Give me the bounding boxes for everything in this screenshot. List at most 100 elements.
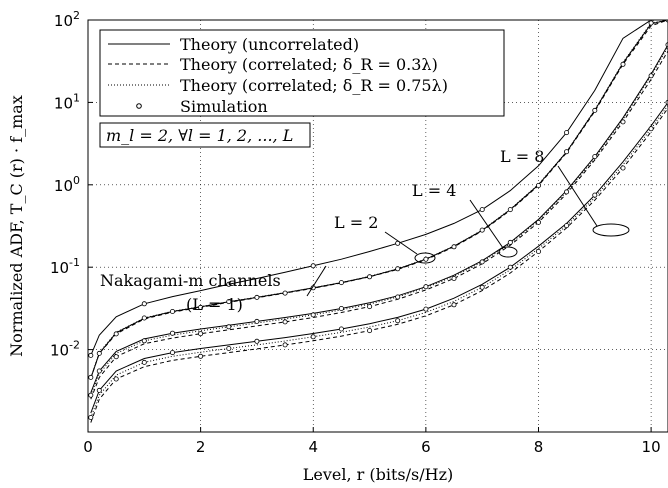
sim-point-8-5: [198, 353, 204, 359]
legend-entry-0: Theory (uncorrelated): [180, 35, 359, 54]
sim-point-8-17: [536, 248, 542, 254]
series-L=8-dashed: [90, 107, 668, 423]
x-tick-1: 2: [196, 438, 206, 456]
y-tick-3: 101: [54, 91, 80, 112]
sim-point-7-13: [423, 306, 429, 312]
sim-point-7-1: [96, 387, 102, 393]
sim-point-1-16: [507, 207, 513, 213]
sim-point-1-4: [169, 308, 175, 314]
annotation-l1: (L = 1): [186, 295, 243, 314]
x-tick-4: 8: [534, 438, 544, 456]
sim-point-0-0: [88, 352, 94, 358]
x-tick-3: 6: [421, 438, 431, 456]
sim-point-2-8: [282, 290, 288, 296]
sim-point-2-5: [198, 304, 204, 310]
sim-point-4-10: [338, 305, 344, 311]
sim-point-4-22: [665, 42, 668, 48]
legend: Theory (uncorrelated) Theory (correlated…: [99, 29, 505, 117]
sim-point-5-14: [451, 275, 457, 281]
sim-point-1-1: [96, 350, 102, 356]
sim-point-4-1: [96, 368, 102, 374]
sim-point-2-2: [113, 331, 119, 337]
plot-frame: [87, 19, 668, 433]
series-L=2-dashed: [90, 20, 668, 379]
series-L=1-solid: [90, 20, 668, 356]
sim-point-0-6: [226, 281, 232, 287]
sim-point-8-2: [113, 376, 119, 382]
ellipse-l2: [414, 252, 436, 264]
annotation-l8: L = 8: [500, 147, 544, 166]
parameter-text: m_l = 2, ∀l = 1, 2, ..., L: [106, 126, 293, 145]
y-tick-1: 10-1: [50, 256, 80, 277]
sim-point-4-4: [169, 330, 175, 336]
ellipse-l8: [592, 223, 630, 237]
sim-point-5-11: [367, 304, 373, 310]
sim-point-5-20: [620, 119, 626, 125]
sim-point-8-14: [451, 302, 457, 308]
x-tick-labels: 0 2 4 6 8 10: [83, 427, 661, 456]
sim-point-6-3: [141, 338, 147, 344]
sim-point-1-10: [338, 280, 344, 286]
sim-point-2-20: [620, 61, 626, 67]
sim-point-8-8: [282, 342, 288, 348]
sim-point-6-15: [479, 259, 485, 265]
sim-point-4-19: [592, 154, 598, 160]
y-axis-label: Normalized ADF, T_C (r) · f_max: [7, 95, 26, 357]
leader-l8: [557, 165, 598, 227]
sim-point-3-15: [479, 227, 485, 233]
sim-point-0-3: [141, 301, 147, 307]
sim-point-4-7: [254, 318, 260, 324]
sim-point-1-7: [254, 294, 260, 300]
sim-point-9-18: [564, 223, 570, 229]
sim-point-3-3: [141, 315, 147, 321]
sim-point-3-21: [648, 20, 654, 26]
sim-point-9-6: [226, 345, 232, 351]
parameter-box: m_l = 2, ∀l = 1, 2, ..., L: [99, 122, 311, 148]
legend-entry-3: Simulation: [180, 97, 268, 116]
series-L=4-solid: [90, 44, 668, 393]
sim-point-7-4: [169, 350, 175, 356]
sim-point-4-16: [507, 239, 513, 245]
sim-point-9-12: [395, 318, 401, 324]
annotation-l4: L = 4: [412, 181, 456, 200]
sim-point-9-0: [88, 414, 94, 420]
sim-point-7-16: [507, 264, 513, 270]
sim-point-3-12: [395, 266, 401, 272]
sim-point-8-20: [620, 165, 626, 171]
sim-point-2-14: [451, 244, 457, 250]
sim-point-1-13: [423, 256, 429, 262]
simulation-markers: [88, 20, 668, 420]
sim-point-8-11: [367, 328, 373, 334]
sim-point-7-10: [338, 326, 344, 332]
legend-entry-2: Theory (correlated; δ_R = 0.75λ): [180, 76, 448, 95]
leader-l4: [469, 199, 504, 249]
sim-point-1-19: [592, 107, 598, 113]
leader-l2: [384, 231, 418, 255]
sim-point-9-15: [479, 284, 485, 290]
sim-point-7-22: [665, 99, 668, 105]
sim-point-9-21: [648, 126, 654, 132]
sim-point-1-22: [665, 20, 668, 23]
sim-point-2-11: [367, 274, 373, 280]
series-L=8-solid: [90, 102, 668, 414]
legend-swatch-marker: [136, 103, 142, 109]
sim-point-6-9: [310, 312, 316, 318]
sim-point-6-21: [648, 73, 654, 79]
sim-point-6-12: [395, 294, 401, 300]
sim-point-3-0: [88, 374, 94, 380]
x-tick-2: 4: [308, 438, 318, 456]
sim-point-0-18: [564, 130, 570, 136]
x-tick-0: 0: [83, 438, 93, 456]
sim-point-7-7: [254, 338, 260, 344]
annotation-nakagami: Nakagami-m channels: [100, 271, 281, 290]
leader-l1: [306, 265, 327, 297]
y-tick-4: 102: [54, 9, 80, 30]
sim-point-0-9: [310, 263, 316, 269]
x-axis-label: Level, r (bits/s/Hz): [303, 465, 453, 484]
ellipse-l4: [498, 246, 518, 258]
sim-point-5-2: [113, 354, 119, 360]
sim-point-2-17: [536, 182, 542, 188]
sim-point-4-13: [423, 284, 429, 290]
y-tick-0: 10-2: [50, 339, 80, 360]
